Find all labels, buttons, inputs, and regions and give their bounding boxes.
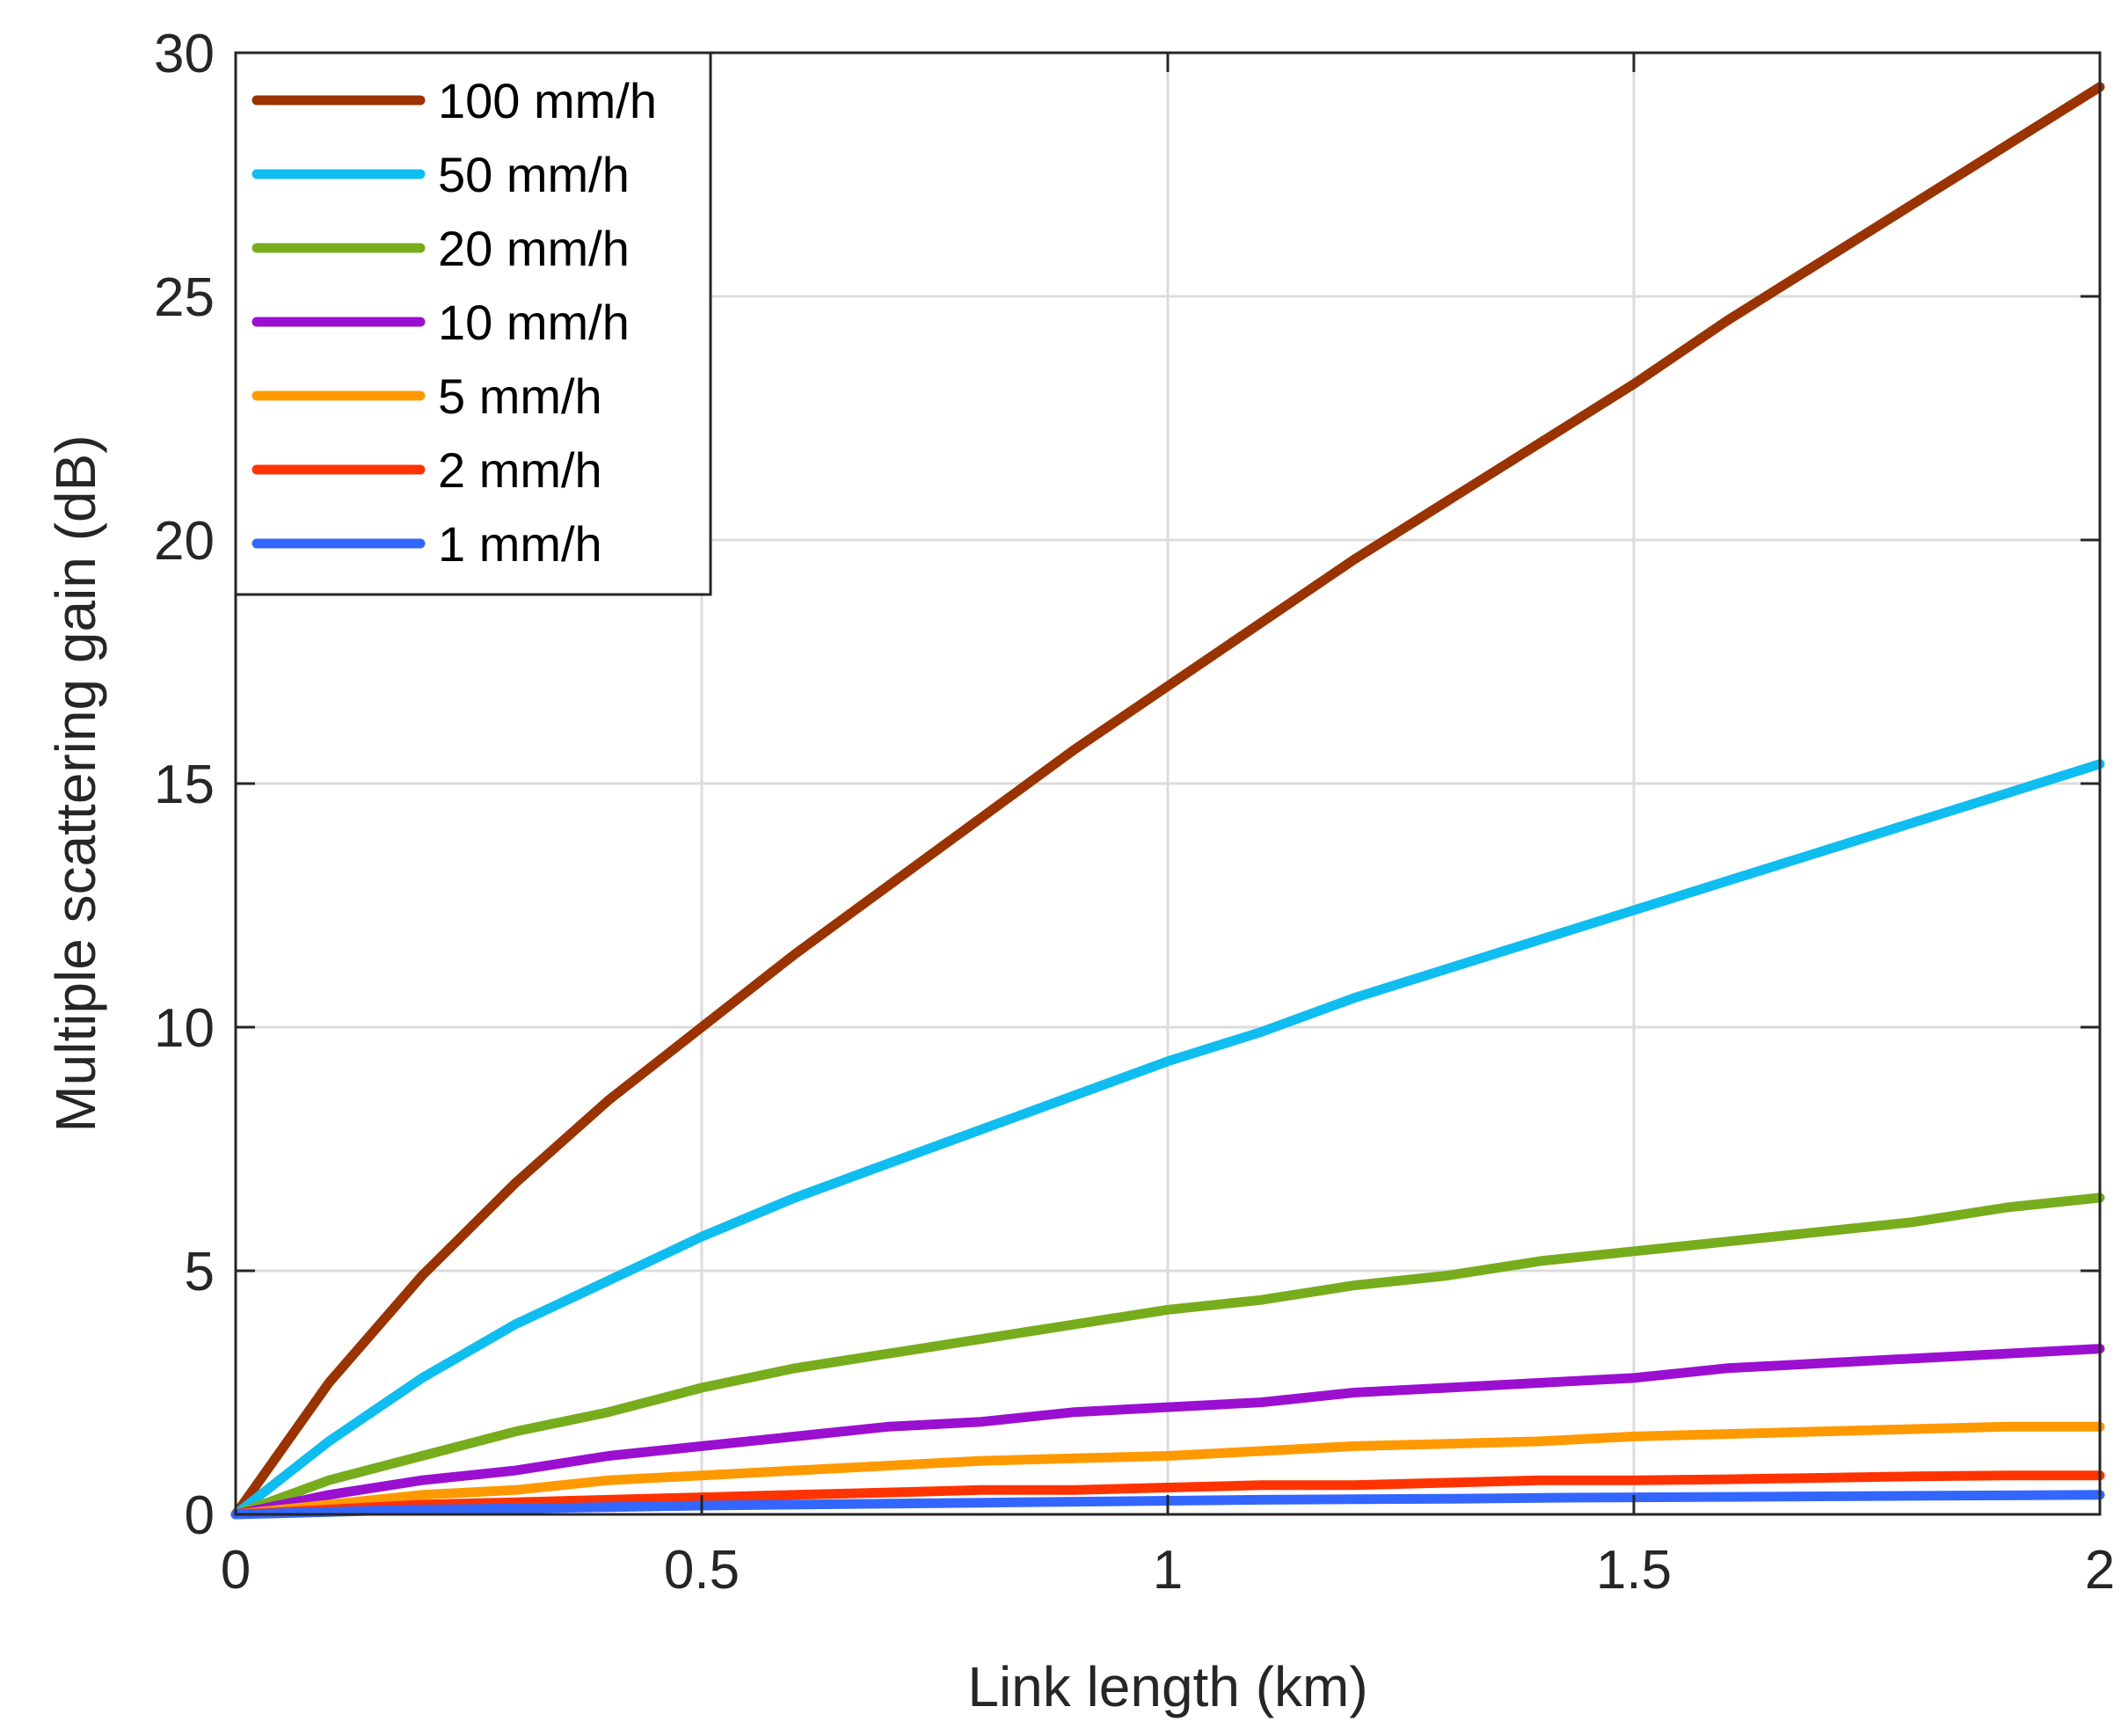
y-axis-label: Multiple scattering gain (dB): [44, 434, 107, 1132]
x-tick-label: 2: [2085, 1540, 2115, 1601]
y-tick-label: 20: [154, 511, 215, 572]
y-tick-label: 15: [154, 755, 215, 815]
series-line-2-mm-h: [230, 1470, 2105, 1520]
legend-entry-label: 100 mm/h: [438, 73, 657, 128]
legend-entry-label: 5 mm/h: [438, 368, 602, 424]
series-line-5-mm-h: [230, 1421, 2105, 1520]
y-tick-label: 10: [154, 998, 215, 1059]
legend-entry-label: 10 mm/h: [438, 295, 630, 350]
series-line-50-mm-h: [230, 759, 2105, 1520]
y-tick-label: 5: [185, 1242, 215, 1302]
x-tick-label: 0.5: [664, 1540, 740, 1601]
legend-entry-label: 2 mm/h: [438, 442, 602, 498]
x-axis-label: Link length (km): [967, 1655, 1367, 1718]
x-tick-label: 1: [1153, 1540, 1183, 1601]
y-tick-label: 0: [185, 1485, 215, 1546]
legend-entry-label: 50 mm/h: [438, 147, 630, 202]
series-line-20-mm-h: [230, 1193, 2105, 1520]
series-line-10-mm-h: [230, 1344, 2105, 1520]
series-line-100-mm-h: [230, 82, 2105, 1520]
legend-entry-label: 20 mm/h: [438, 221, 630, 276]
x-tick-label: 1.5: [1596, 1540, 1672, 1601]
y-tick-label: 25: [154, 267, 215, 328]
y-tick-label: 30: [154, 24, 215, 84]
x-tick-label: 0: [221, 1540, 251, 1601]
legend: 100 mm/h 50 mm/h 20 mm/h 10 mm/h 5 mm/h 2 mm/…: [234, 51, 712, 596]
legend-entry-label: 1 mm/h: [438, 516, 602, 572]
